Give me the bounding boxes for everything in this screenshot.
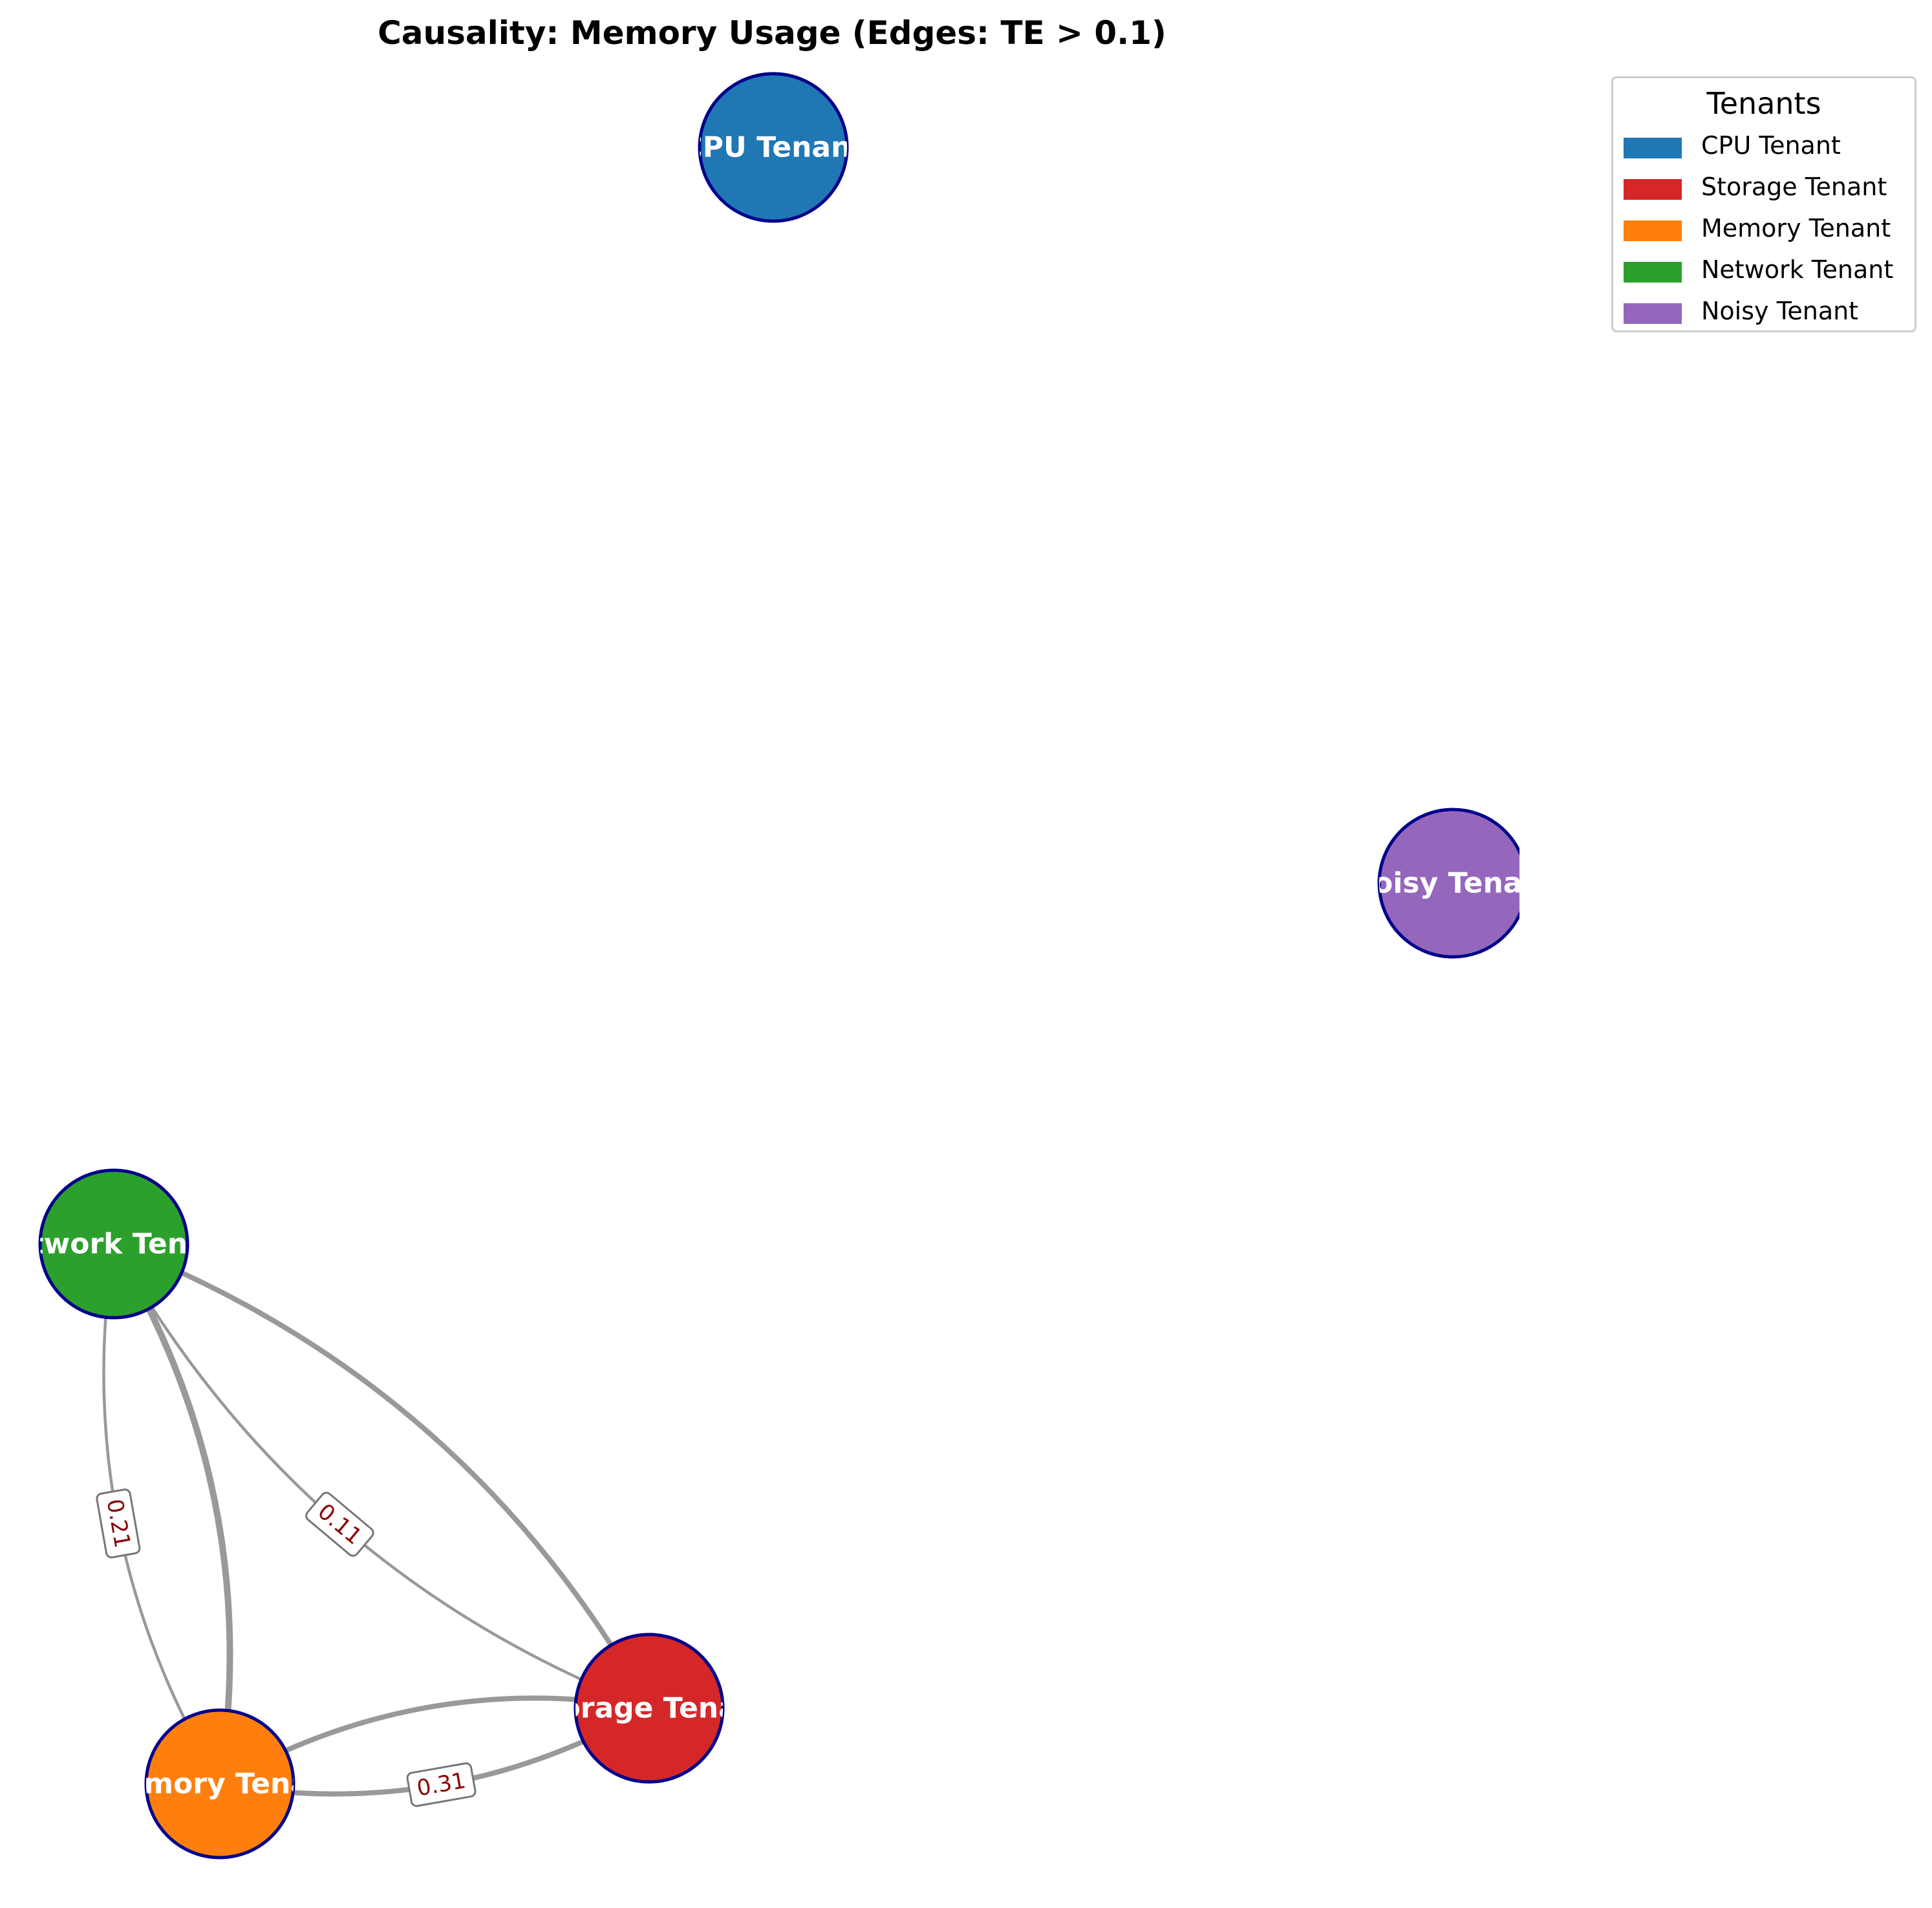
edge-label-memory-to-storage: 0.31 xyxy=(406,1762,477,1807)
legend-label: Storage Tenant xyxy=(1701,173,1887,201)
page-title: Causality: Memory Usage (Edges: TE > 0.1… xyxy=(378,14,1166,52)
legend-label: Network Tenant xyxy=(1701,255,1894,284)
legend-entry-storage-tenant: Storage Tenant xyxy=(1624,170,1908,210)
edge-memory-to-network xyxy=(111,1241,233,1787)
legend-entry-memory-tenant: Memory Tenant xyxy=(1624,211,1908,252)
node-storage-tenant: Storage Tenant xyxy=(527,1633,771,1784)
node-label: Memory Tenant xyxy=(96,1768,344,1801)
legend: Tenants CPU Tenant Storage Tenant Memory… xyxy=(1611,76,1916,332)
legend-swatch xyxy=(1624,179,1682,200)
legend-title: Tenants xyxy=(1706,86,1821,121)
node-label: Storage Tenant xyxy=(527,1692,771,1725)
legend-swatch xyxy=(1624,220,1682,241)
node-label: CPU Tenant xyxy=(682,131,865,164)
edge-label-box xyxy=(96,1488,141,1559)
node-circle xyxy=(574,1633,725,1784)
node-label: Noisy Tenant xyxy=(1349,867,1556,900)
edge-label-network-to-memory: 0.21 xyxy=(96,1488,141,1559)
node-memory-tenant: Memory Tenant xyxy=(96,1708,344,1860)
legend-entry-network-tenant: Network Tenant xyxy=(1624,253,1908,293)
edge-network-to-storage xyxy=(112,1242,651,1710)
edge-label-box xyxy=(406,1762,477,1807)
node-cpu-tenant: CPU Tenant xyxy=(682,72,865,223)
node-circle xyxy=(1377,808,1519,959)
legend-entry-cpu-tenant: CPU Tenant xyxy=(1624,129,1908,169)
legend-swatch xyxy=(1624,262,1682,283)
node-label: Network Tenant xyxy=(0,1228,241,1261)
legend-entry-noisy-tenant: Noisy Tenant xyxy=(1624,294,1908,334)
edge-storage-to-network xyxy=(111,1241,652,1711)
legend-label: CPU Tenant xyxy=(1701,131,1841,160)
node-circle xyxy=(698,72,849,223)
node-circle xyxy=(144,1708,295,1860)
legend-label: Memory Tenant xyxy=(1701,214,1891,242)
edge-label-box xyxy=(305,1492,374,1557)
legend-swatch xyxy=(1624,303,1682,324)
legend-label: Noisy Tenant xyxy=(1701,297,1859,325)
node-noisy-tenant: Noisy Tenant xyxy=(1349,808,1556,959)
node-network-tenant: Network Tenant xyxy=(0,1168,241,1320)
node-circle xyxy=(38,1168,189,1320)
legend-swatch xyxy=(1624,138,1682,158)
